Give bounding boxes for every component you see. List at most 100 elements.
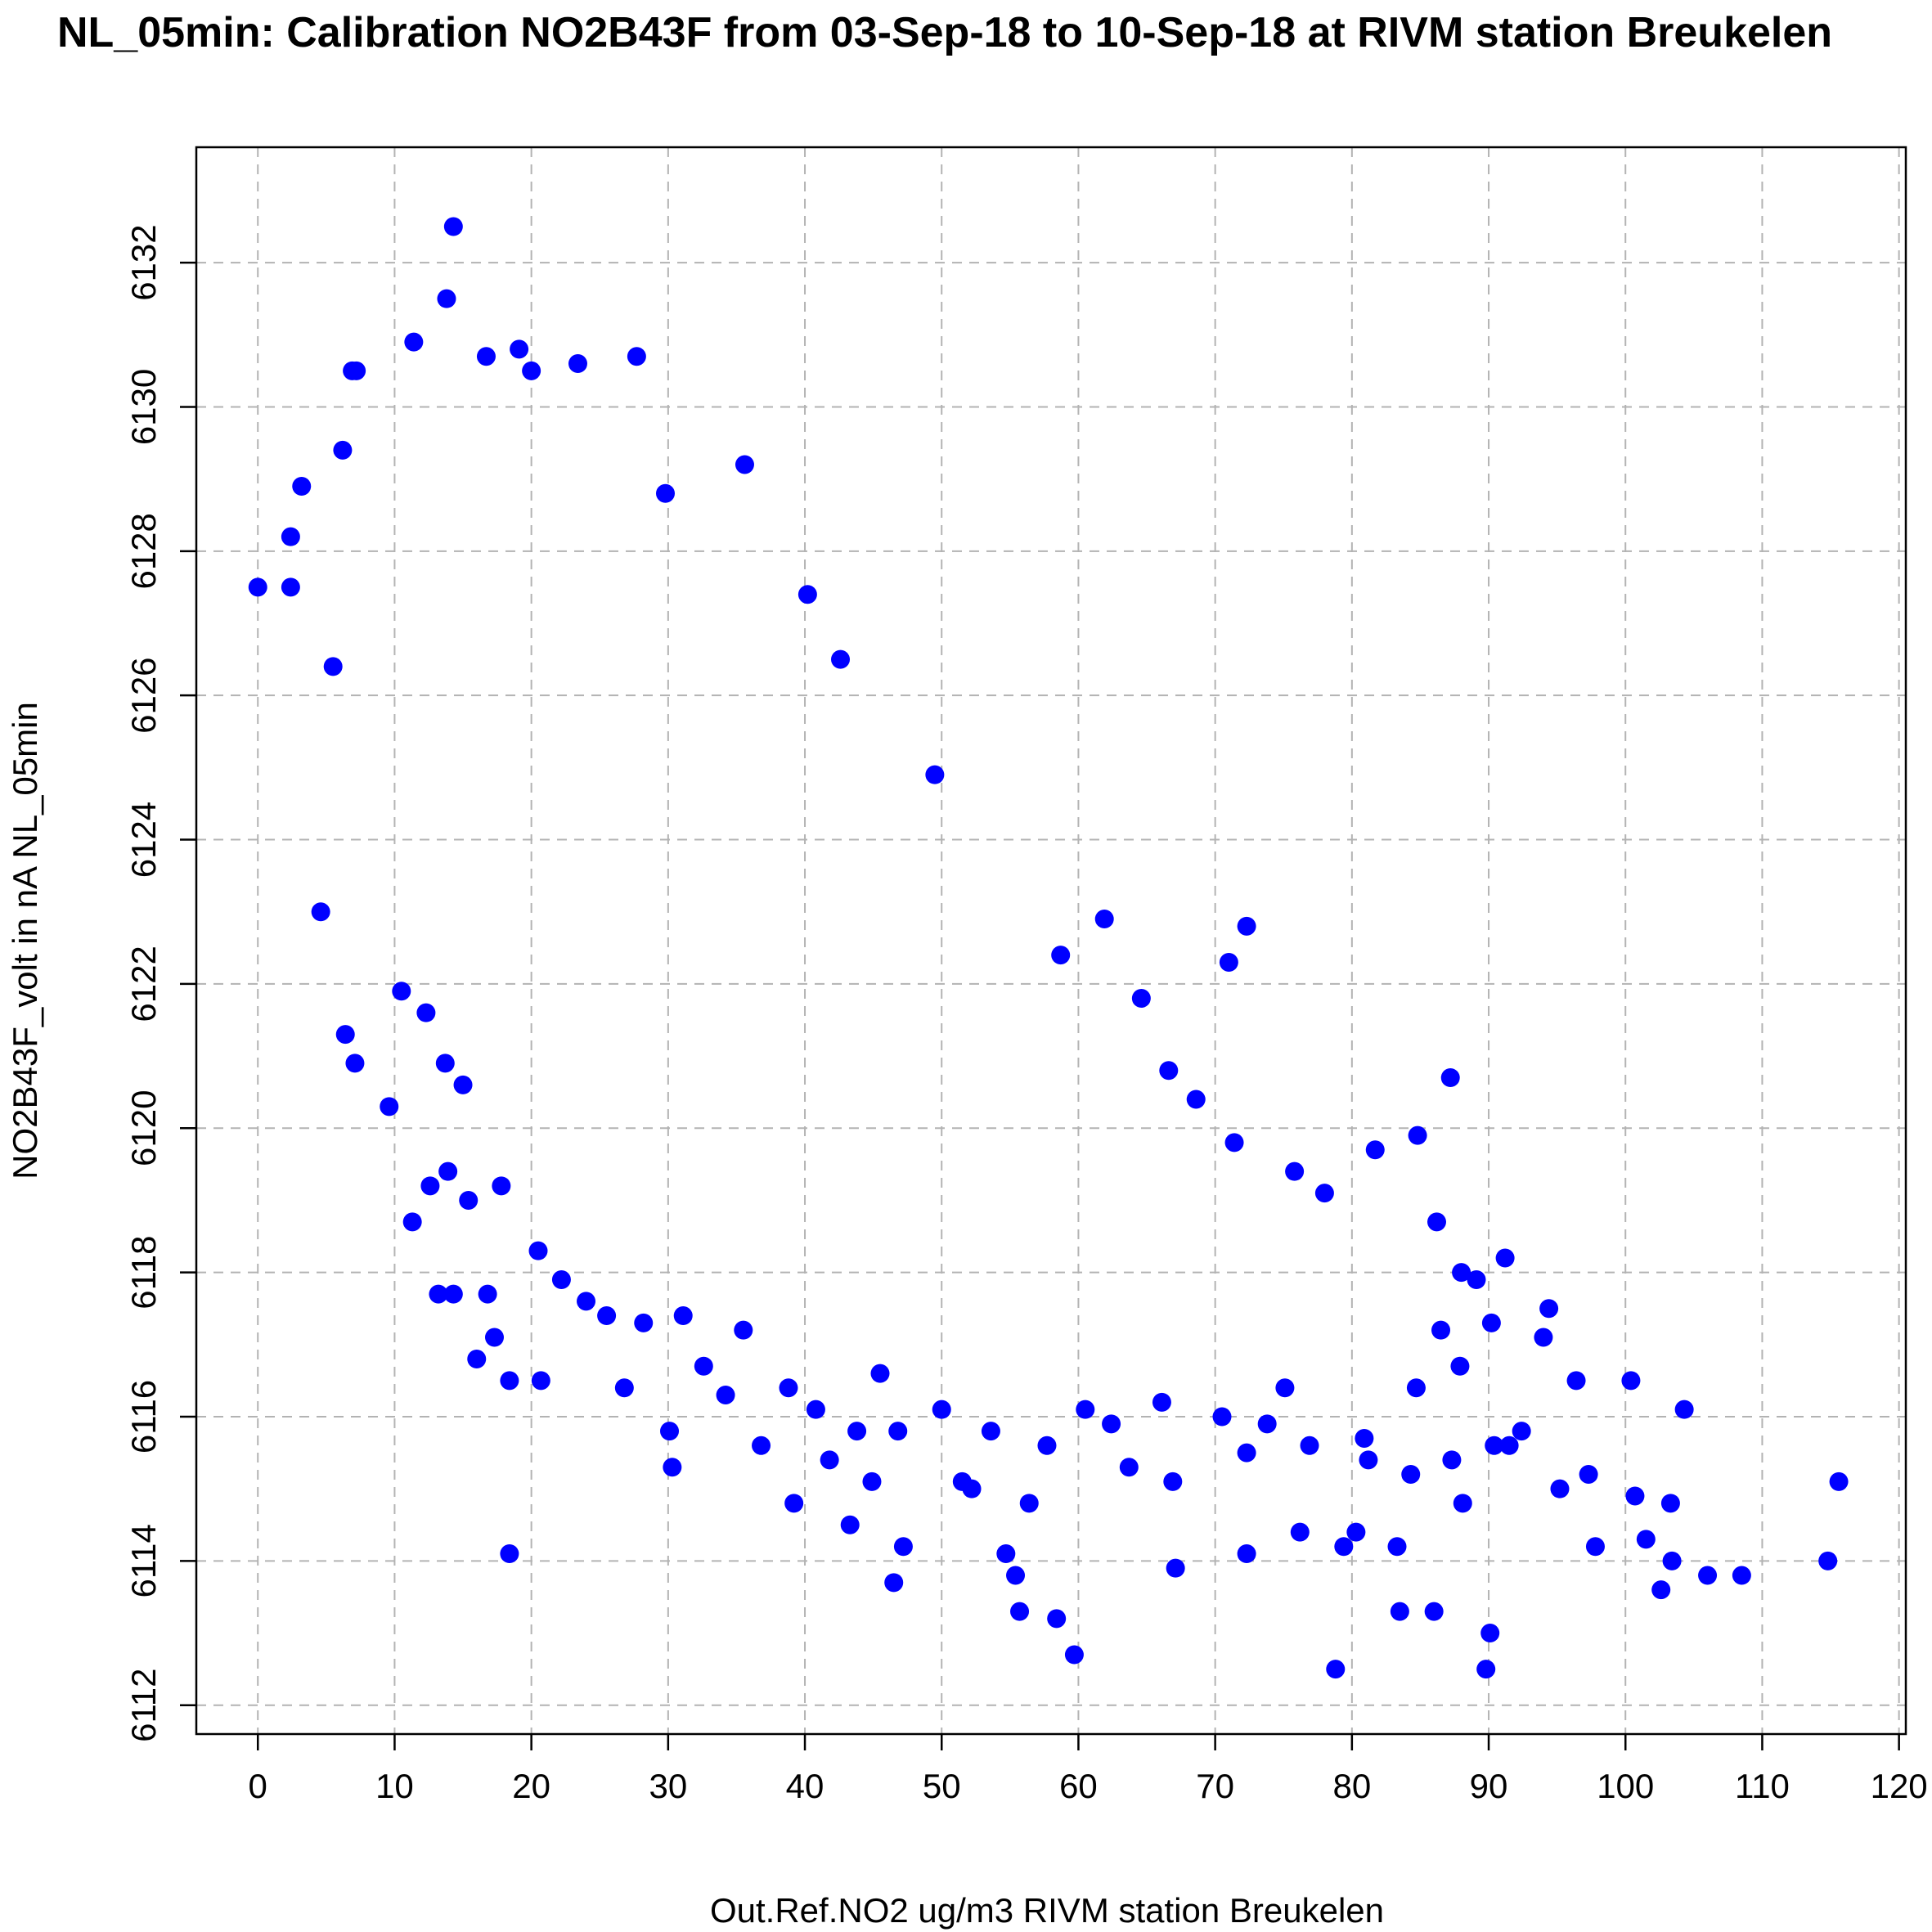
data-point xyxy=(1159,1061,1179,1081)
data-point xyxy=(1698,1566,1718,1585)
y-axis-label: NO2B43F_volt in nA NL_05min xyxy=(6,702,44,1179)
data-point xyxy=(1651,1580,1671,1600)
data-point xyxy=(1076,1400,1095,1419)
data-point xyxy=(694,1356,713,1376)
data-point xyxy=(1440,1068,1460,1088)
data-point xyxy=(1365,1140,1385,1160)
data-point xyxy=(1219,952,1238,972)
data-point xyxy=(1006,1566,1026,1585)
data-point xyxy=(429,1284,448,1304)
data-point xyxy=(884,1573,904,1593)
data-point xyxy=(443,217,463,236)
data-point xyxy=(476,347,496,366)
data-point xyxy=(1485,1436,1504,1455)
data-point xyxy=(522,361,541,380)
data-point xyxy=(1585,1537,1605,1557)
data-point xyxy=(1186,1090,1206,1109)
data-point xyxy=(1453,1494,1472,1513)
data-point xyxy=(1732,1566,1751,1585)
data-point xyxy=(1119,1458,1139,1477)
data-point xyxy=(453,1075,473,1094)
data-point xyxy=(981,1422,1000,1441)
data-point xyxy=(1480,1624,1500,1643)
data-point xyxy=(1237,1443,1256,1462)
data-point xyxy=(1424,1602,1444,1621)
x-tick-label: 70 xyxy=(1196,1767,1234,1805)
data-point xyxy=(734,1320,753,1340)
data-point xyxy=(484,1328,504,1347)
data-point xyxy=(716,1386,735,1405)
data-point xyxy=(1355,1428,1374,1448)
x-tick-label: 50 xyxy=(923,1767,961,1805)
x-tick-label: 120 xyxy=(1871,1767,1928,1805)
data-point xyxy=(500,1544,519,1564)
data-point xyxy=(1051,946,1071,965)
x-tick-label: 90 xyxy=(1470,1767,1508,1805)
data-point xyxy=(1566,1371,1586,1391)
data-point xyxy=(820,1450,839,1470)
data-point xyxy=(1674,1400,1694,1419)
data-point xyxy=(1152,1392,1171,1412)
data-point xyxy=(1047,1609,1067,1629)
data-point xyxy=(1314,1184,1334,1203)
data-point xyxy=(1163,1471,1183,1491)
y-tick-label: 6114 xyxy=(124,1524,163,1597)
x-tick-label: 20 xyxy=(512,1767,550,1805)
data-point xyxy=(1290,1522,1310,1542)
y-tick-label: 6130 xyxy=(124,369,163,445)
grid-lines xyxy=(196,147,1906,1734)
data-point xyxy=(1237,916,1256,936)
y-tick-label: 6128 xyxy=(124,513,163,589)
y-tick-label: 6120 xyxy=(124,1090,163,1166)
data-point xyxy=(1359,1450,1378,1470)
data-point xyxy=(752,1436,771,1455)
data-point xyxy=(735,455,754,474)
data-point xyxy=(893,1537,913,1557)
data-point xyxy=(1408,1126,1427,1145)
data-point xyxy=(952,1471,972,1491)
data-point xyxy=(831,649,851,669)
data-point xyxy=(1334,1537,1354,1557)
x-tick-label: 110 xyxy=(1735,1767,1790,1805)
x-tick-label: 40 xyxy=(786,1767,824,1805)
data-point xyxy=(1442,1450,1462,1470)
data-point xyxy=(1450,1356,1470,1376)
data-point xyxy=(1102,1414,1121,1434)
data-point xyxy=(1019,1494,1039,1513)
data-point xyxy=(1131,989,1151,1009)
data-point xyxy=(1481,1313,1501,1332)
data-point xyxy=(932,1400,951,1419)
data-point xyxy=(1285,1161,1305,1181)
data-point xyxy=(1625,1486,1645,1506)
data-point xyxy=(1300,1436,1319,1455)
y-tick-label: 6118 xyxy=(124,1235,163,1309)
data-point xyxy=(1427,1212,1447,1232)
data-point xyxy=(847,1422,867,1441)
data-point xyxy=(888,1422,908,1441)
data-point xyxy=(614,1378,634,1398)
x-axis: 0 10 20 30 40 50 60 70 80 90 100 110 120 xyxy=(249,1734,1928,1805)
data-point xyxy=(1212,1407,1232,1427)
data-point xyxy=(438,1161,458,1181)
data-point xyxy=(404,332,424,352)
x-tick-label: 100 xyxy=(1597,1767,1654,1805)
data-point xyxy=(1636,1530,1656,1549)
x-tick-label: 30 xyxy=(649,1767,687,1805)
data-points xyxy=(248,217,1849,1679)
data-point xyxy=(345,1054,365,1073)
data-point xyxy=(627,347,646,366)
data-point xyxy=(673,1306,693,1326)
data-point xyxy=(420,1176,440,1196)
data-point xyxy=(248,577,267,597)
data-point xyxy=(870,1364,890,1383)
data-point xyxy=(1094,910,1114,929)
data-point xyxy=(1326,1660,1346,1679)
data-point xyxy=(1401,1465,1421,1485)
data-point xyxy=(1037,1436,1057,1455)
data-point xyxy=(311,902,330,922)
y-tick-label: 6116 xyxy=(124,1380,163,1453)
y-axis: 6112 6114 6116 6118 6120 6122 6124 6126 6128 6130… xyxy=(124,224,196,1742)
x-tick-label: 10 xyxy=(375,1767,414,1805)
data-point xyxy=(510,339,529,359)
